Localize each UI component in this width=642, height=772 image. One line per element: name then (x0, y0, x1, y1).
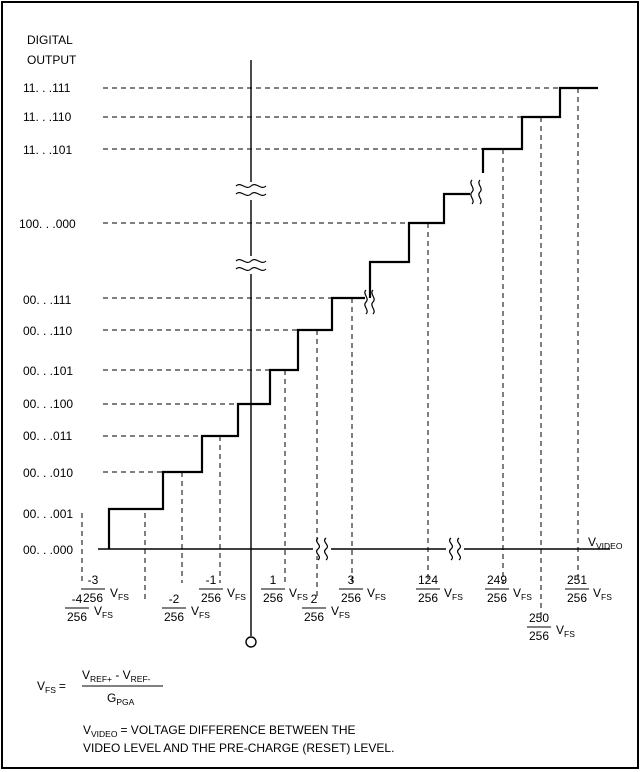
svg-text:256: 256 (567, 591, 587, 605)
transfer-staircase (107, 86, 598, 549)
formula-lhs: VFS = (37, 679, 66, 695)
y-axis-title-line-1: DIGITAL (27, 33, 73, 47)
svg-text:VFS: VFS (94, 604, 113, 620)
vfs-formula: VFS = VREF+ - VREF- GPGA (37, 668, 163, 707)
output-code-label: 11. . .110 (23, 110, 72, 124)
svg-text:VFS: VFS (289, 586, 308, 602)
output-code-label: 00. . .110 (23, 324, 72, 338)
svg-text:3: 3 (348, 573, 355, 587)
svg-text:256: 256 (529, 629, 549, 643)
tick-label: 2 256 VFS (302, 592, 350, 624)
svg-text:VFS: VFS (556, 623, 575, 639)
tick-label: 1 256 VFS (261, 573, 308, 605)
axis-break-mark (456, 537, 462, 561)
svg-text:VFS: VFS (593, 586, 612, 602)
svg-text:251: 251 (567, 573, 587, 587)
svg-text:-3: -3 (88, 573, 99, 587)
curve-break-mark (364, 289, 368, 315)
svg-text:256: 256 (304, 610, 324, 624)
formula-denominator: GPGA (107, 691, 135, 707)
vvideo-note: VVIDEO = VOLTAGE DIFFERENCE BETWEEN THE V… (83, 723, 394, 755)
origin-marker (245, 636, 257, 648)
tick-label: -4 256 VFS (65, 592, 113, 624)
axis-break-marks (235, 179, 482, 561)
tick-label: -3 256 VFS (81, 573, 129, 605)
svg-text:-4: -4 (72, 592, 83, 606)
axis-break-mark (235, 266, 267, 272)
svg-text:256: 256 (487, 591, 507, 605)
y-axis-title-line-2: OUTPUT (27, 53, 77, 67)
curve-break-mark (470, 179, 474, 205)
formula-numerator: VREF+ - VREF- (82, 668, 151, 684)
svg-text:VFS: VFS (227, 586, 246, 602)
output-code-label: 11. . .101 (23, 143, 72, 157)
horizontal-guide-lines (103, 87, 560, 473)
axis-break-mark (235, 183, 267, 189)
output-code-label: 00. . .101 (23, 364, 73, 378)
svg-text:VFS: VFS (331, 604, 350, 620)
output-code-labels: 11. . .111 11. . .110 11. . .101 100. . … (19, 81, 76, 557)
svg-text:-1: -1 (206, 573, 217, 587)
axis-break-mark (315, 537, 321, 561)
svg-text:VFS: VFS (513, 586, 532, 602)
output-code-label: 00. . .011 (23, 429, 72, 443)
tick-label: 249 256 VFS (485, 573, 532, 605)
vertical-guide-lines (81, 88, 579, 618)
svg-text:VFS: VFS (444, 586, 463, 602)
axis-break-mark (448, 537, 454, 561)
svg-text:VFS: VFS (191, 604, 210, 620)
tick-label: 3 256 VFS (339, 573, 386, 605)
curve-break-mark (371, 289, 375, 315)
output-code-label: 00. . .001 (23, 507, 73, 521)
output-code-label: 00. . .100 (23, 397, 73, 411)
svg-text:256: 256 (67, 610, 87, 624)
svg-text:124: 124 (418, 573, 438, 587)
output-code-label: 00. . .000 (23, 543, 73, 557)
note-line-2: VIDEO LEVEL AND THE PRE-CHARGE (RESET) L… (83, 741, 394, 755)
svg-text:256: 256 (341, 591, 361, 605)
svg-text:VFS: VFS (367, 586, 386, 602)
x-axis-label: VVIDEO (588, 535, 623, 551)
svg-text:256: 256 (418, 591, 438, 605)
tick-label: 251 256 VFS (565, 573, 612, 605)
svg-text:256: 256 (263, 591, 283, 605)
output-code-label: 00. . .111 (23, 293, 72, 307)
note-line-1: VVIDEO = VOLTAGE DIFFERENCE BETWEEN THE (83, 723, 356, 739)
output-code-label: 00. . .010 (23, 466, 73, 480)
svg-text:256: 256 (83, 591, 103, 605)
svg-text:VFS: VFS (110, 586, 129, 602)
tick-label: -1 256 VFS (199, 573, 246, 605)
svg-text:250: 250 (529, 611, 549, 625)
svg-text:249: 249 (487, 573, 507, 587)
svg-text:2: 2 (311, 592, 318, 606)
tick-label: -2 256 VFS (162, 592, 210, 624)
svg-text:-2: -2 (169, 592, 180, 606)
tick-label: 124 256 VFS (416, 573, 463, 605)
tick-labels: -3 256 VFS -1 256 VFS 1 256 VFS 3 256 VF… (65, 573, 612, 643)
tick-label: 250 256 VFS (527, 611, 575, 643)
axis-break-mark (235, 258, 267, 264)
axis-break-mark (323, 537, 329, 561)
svg-text:256: 256 (201, 591, 221, 605)
curve-break-mark (478, 179, 482, 205)
output-code-label: 11. . .111 (23, 81, 71, 95)
svg-text:1: 1 (270, 573, 277, 587)
output-code-label: 100. . .000 (19, 217, 76, 231)
axis-break-mark (235, 191, 267, 197)
svg-text:256: 256 (164, 610, 184, 624)
